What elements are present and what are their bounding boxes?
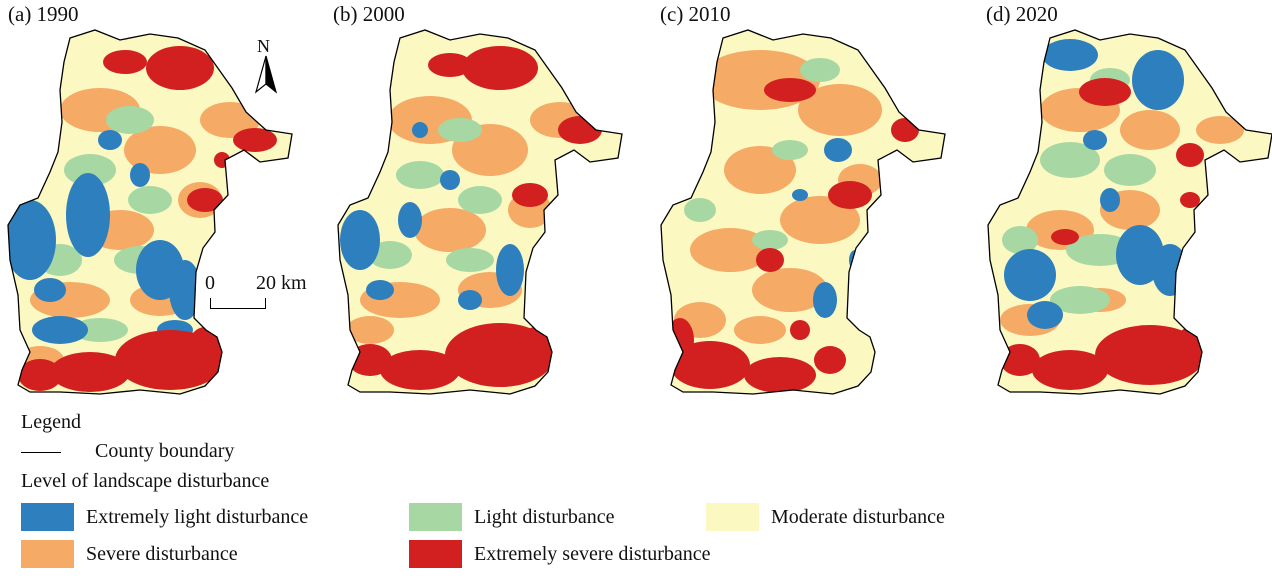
county-boundary-legend-line: [21, 452, 61, 453]
legend-item-moderate: Moderate disturbance: [706, 503, 945, 531]
panel-title-2000: (b) 2000: [333, 2, 405, 26]
scale-end-label: 20 km: [256, 272, 307, 294]
map-2000-fill: [338, 30, 622, 394]
legend-label-extremely-light: Extremely light disturbance: [86, 505, 309, 528]
map-2010-fill: [661, 30, 945, 394]
scale-bar-line: [210, 298, 266, 309]
north-arrow-icon: [254, 55, 278, 94]
scale-bar: 0 20 km: [203, 272, 323, 316]
map-2010: [660, 29, 946, 395]
legend-label-moderate: Moderate disturbance: [771, 505, 945, 528]
swatch-extremely-light: [21, 503, 74, 531]
swatch-moderate: [706, 503, 759, 531]
legend-label-extremely-severe: Extremely severe disturbance: [474, 542, 711, 565]
swatch-light: [409, 503, 462, 531]
panel-title-1990: (a) 1990: [8, 2, 79, 26]
scale-start-label: 0: [205, 272, 215, 294]
legend-item-extremely-severe: Extremely severe disturbance: [409, 540, 711, 568]
legend-item-severe: Severe disturbance: [21, 540, 238, 568]
legend-title: Legend: [21, 411, 81, 433]
swatch-severe: [21, 540, 74, 568]
north-arrow: N: [252, 36, 280, 98]
swatch-extremely-severe: [409, 540, 462, 568]
legend-item-extremely-light: Extremely light disturbance: [21, 503, 308, 531]
county-boundary-legend-label: County boundary: [95, 440, 235, 462]
disturbance-maps: [7, 29, 1272, 395]
panel-title-2010: (c) 2010: [660, 2, 731, 26]
legend-label-light: Light disturbance: [474, 505, 615, 528]
north-label: N: [257, 36, 270, 56]
legend-label-severe: Severe disturbance: [86, 542, 238, 565]
legend-item-light: Light disturbance: [409, 503, 615, 531]
map-2020-fill: [988, 30, 1272, 394]
disturbance-level-title: Level of landscape disturbance: [21, 470, 270, 492]
map-2000: [337, 29, 623, 395]
map-2020: [987, 29, 1272, 395]
panel-title-2020: (d) 2020: [986, 2, 1058, 26]
